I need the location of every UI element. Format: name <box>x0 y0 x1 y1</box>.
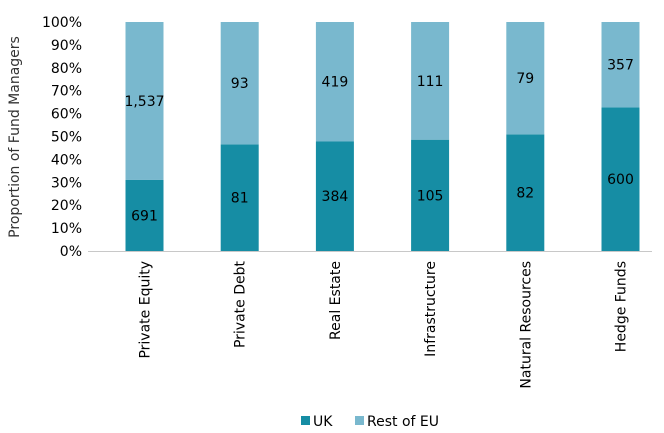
y-axis-ticks: 0% 10% 20% 30% 40% 50% 60% 70% 80% 90% 100% <box>42 15 82 260</box>
data-label-uk: 600 <box>607 172 634 188</box>
data-label-uk: 691 <box>131 208 158 224</box>
y-tick-label: 80% <box>51 61 82 77</box>
bar-uk <box>220 144 259 251</box>
data-label-rest-of-eu: 93 <box>231 76 249 92</box>
x-category-label: Natural Resources <box>518 261 534 389</box>
data-label-rest-of-eu: 419 <box>322 75 349 91</box>
bar-rest-of-eu <box>601 22 640 108</box>
legend: UK Rest of EU <box>301 414 439 430</box>
x-category-label: Infrastructure <box>423 261 439 357</box>
y-tick-label: 70% <box>51 84 82 100</box>
data-label-rest-of-eu: 1,537 <box>124 94 164 110</box>
y-tick-label: 50% <box>51 130 82 146</box>
bar-rest-of-eu <box>220 22 259 145</box>
data-label-rest-of-eu: 79 <box>516 71 534 87</box>
bar-uk <box>506 134 545 251</box>
bars-group: 691 1,537 81 93 384 419 105 111 82 79 600 357 <box>124 22 640 251</box>
data-label-uk: 81 <box>231 191 249 207</box>
x-axis-labels: Private Equity Private Debt Real Estate Inf… <box>138 260 630 388</box>
data-label-rest-of-eu: 357 <box>607 58 634 74</box>
bar-uk <box>125 179 164 251</box>
y-tick-label: 0% <box>60 244 82 260</box>
y-tick-label: 30% <box>51 175 82 191</box>
legend-label: UK <box>313 414 333 430</box>
y-tick-label: 40% <box>51 152 82 168</box>
y-tick-label: 20% <box>51 198 82 214</box>
data-label-uk: 384 <box>322 189 349 205</box>
y-tick-label: 90% <box>51 38 82 54</box>
bar-rest-of-eu <box>315 22 354 142</box>
y-tick-label: 60% <box>51 107 82 123</box>
bar-rest-of-eu <box>411 22 450 140</box>
legend-label: Rest of EU <box>367 414 439 430</box>
y-tick-label: 100% <box>42 15 82 31</box>
legend-swatch <box>301 416 310 425</box>
data-label-uk: 82 <box>516 186 534 202</box>
x-category-label: Private Debt <box>233 260 249 348</box>
data-label-rest-of-eu: 111 <box>417 74 444 90</box>
data-label-uk: 105 <box>417 188 444 204</box>
bar-uk <box>315 141 354 251</box>
x-category-label: Real Estate <box>328 261 344 340</box>
y-tick-label: 10% <box>51 221 82 237</box>
bar-uk <box>411 139 450 251</box>
bar-rest-of-eu <box>506 22 545 135</box>
x-category-label: Private Equity <box>138 261 154 359</box>
x-category-label: Hedge Funds <box>614 261 630 352</box>
legend-swatch <box>355 416 364 425</box>
y-axis-title: Proportion of Fund Managers <box>7 36 23 238</box>
bar-uk <box>601 107 640 251</box>
bar-rest-of-eu <box>125 22 164 180</box>
